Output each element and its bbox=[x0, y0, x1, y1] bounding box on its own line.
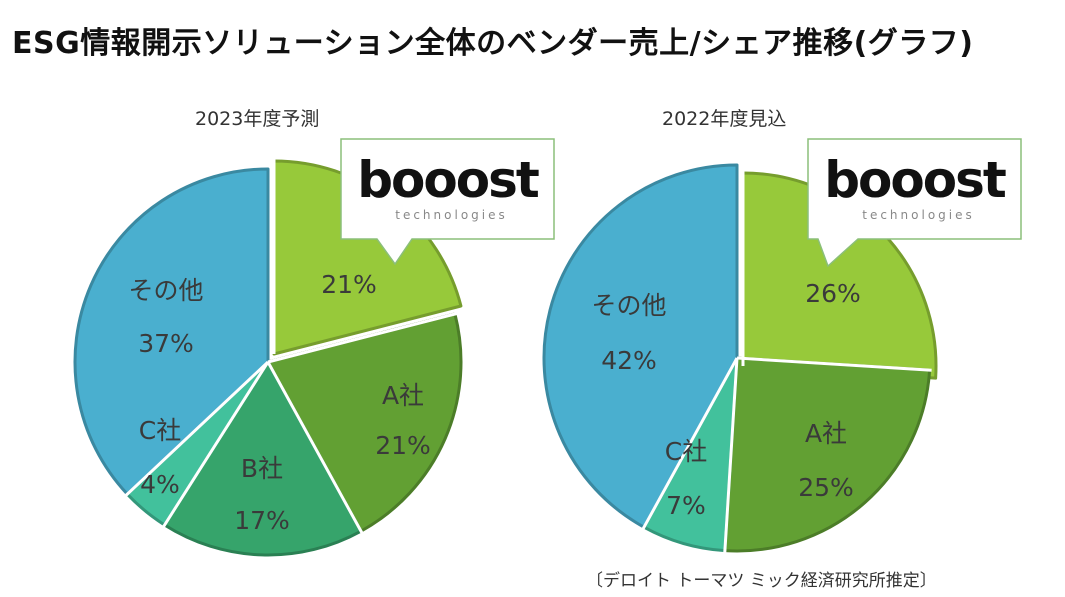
callout-box bbox=[340, 138, 555, 266]
slice-value-label: 17% bbox=[234, 506, 290, 535]
slice-separator bbox=[162, 361, 270, 528]
slice-value-label: 7% bbox=[666, 491, 706, 520]
slice-other-2023 bbox=[73, 167, 270, 496]
slice-name-label: その他 bbox=[128, 276, 203, 305]
slice-separator bbox=[723, 357, 739, 553]
slice-value-label: 4% bbox=[140, 470, 180, 499]
slice-a-2023 bbox=[266, 312, 463, 533]
booost-logo-word: booost bbox=[824, 151, 1006, 209]
slice-value-label: 25% bbox=[798, 473, 854, 502]
chart-title-2023: 2023年度予測 bbox=[195, 108, 320, 130]
chart-title-2022: 2022年度見込 bbox=[662, 108, 787, 130]
pie-labels: 26% A社 25% C社 7% その他 42% bbox=[591, 279, 860, 520]
slice-value-label: 42% bbox=[601, 346, 657, 375]
pie-labels: 21% A社 21% B社 17% C社 4% その他 37% bbox=[128, 270, 430, 535]
slice-separator bbox=[267, 312, 458, 364]
slice-value-label: 21% bbox=[321, 270, 377, 299]
booost-logo-word: booost bbox=[357, 151, 539, 209]
slice-separator bbox=[736, 356, 932, 372]
slice-name-label: その他 bbox=[591, 291, 666, 320]
slice-name-label: B社 bbox=[241, 454, 283, 483]
booost-logo-sub: technologies bbox=[862, 208, 975, 222]
slice-value-label: 21% bbox=[375, 431, 431, 460]
slice-name-label: C社 bbox=[665, 437, 707, 466]
pie-slices bbox=[73, 159, 463, 557]
callout-box bbox=[807, 138, 1022, 268]
slice-a-2022 bbox=[723, 356, 932, 553]
slice-name-label: A社 bbox=[382, 381, 424, 410]
slice-b-2023 bbox=[163, 360, 363, 557]
source-note: 〔デロイト トーマツ ミック経済研究所推定〕 bbox=[586, 571, 937, 591]
page-title: ESG情報開示ソリューション全体のベンダー売上/シェア推移(グラフ) bbox=[12, 26, 974, 61]
slice-value-label: 37% bbox=[138, 329, 194, 358]
slice-other-2022 bbox=[542, 163, 739, 529]
pie-slices bbox=[542, 163, 938, 553]
slice-separator bbox=[641, 357, 739, 530]
slice-separator bbox=[266, 361, 364, 534]
slice-name-label: C社 bbox=[139, 416, 181, 445]
slice-separator bbox=[124, 360, 270, 497]
booost-logo-sub: technologies bbox=[395, 208, 508, 222]
slice-value-label: 26% bbox=[805, 279, 861, 308]
slice-name-label: A社 bbox=[805, 419, 847, 448]
